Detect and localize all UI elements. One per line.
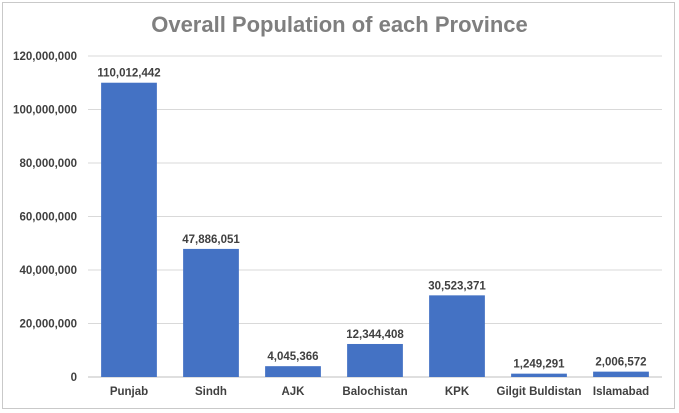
y-tick-label: 0 xyxy=(71,372,77,384)
y-tick-label: 120,000,000 xyxy=(13,51,77,63)
x-tick-label: AJK xyxy=(281,386,305,398)
bar xyxy=(511,373,567,377)
bars xyxy=(101,82,649,377)
y-tick-label: 20,000,000 xyxy=(19,319,77,331)
bar xyxy=(593,371,649,377)
x-tick-label: KPK xyxy=(445,386,470,398)
y-tick-label: 80,000,000 xyxy=(19,158,77,170)
y-axis: 0 20,000,000 40,000,000 60,000,000 80,000,00… xyxy=(13,51,77,384)
data-label: 30,523,371 xyxy=(428,280,486,292)
data-label: 4,045,366 xyxy=(267,351,318,363)
x-tick-label: Balochistan xyxy=(342,386,407,398)
data-label: 110,012,442 xyxy=(97,68,160,80)
data-label: 1,249,291 xyxy=(513,359,565,371)
data-label: 12,344,408 xyxy=(346,329,404,341)
bar xyxy=(429,295,485,377)
data-label: 2,006,572 xyxy=(595,357,646,369)
bar xyxy=(101,82,157,377)
x-tick-label: Gilgit Buldistan xyxy=(497,386,582,398)
y-tick-label: 100,000,000 xyxy=(13,105,77,117)
bar xyxy=(347,343,403,377)
y-tick-label: 40,000,000 xyxy=(19,265,77,277)
bar xyxy=(265,366,321,377)
data-labels: 110,012,442 47,886,051 4,045,366 12,344,408… xyxy=(97,68,646,371)
x-tick-label: Islamabad xyxy=(593,386,649,398)
bar xyxy=(183,248,239,377)
chart-title: Overall Population of each Province xyxy=(151,12,528,37)
x-tick-label: Sindh xyxy=(195,386,227,398)
data-label: 47,886,051 xyxy=(182,234,240,246)
y-tick-label: 60,000,000 xyxy=(19,212,77,224)
x-axis: Punjab Sindh AJK Balochistan KPK Gilgit Buldi… xyxy=(110,386,649,398)
x-tick-label: Punjab xyxy=(110,386,148,398)
